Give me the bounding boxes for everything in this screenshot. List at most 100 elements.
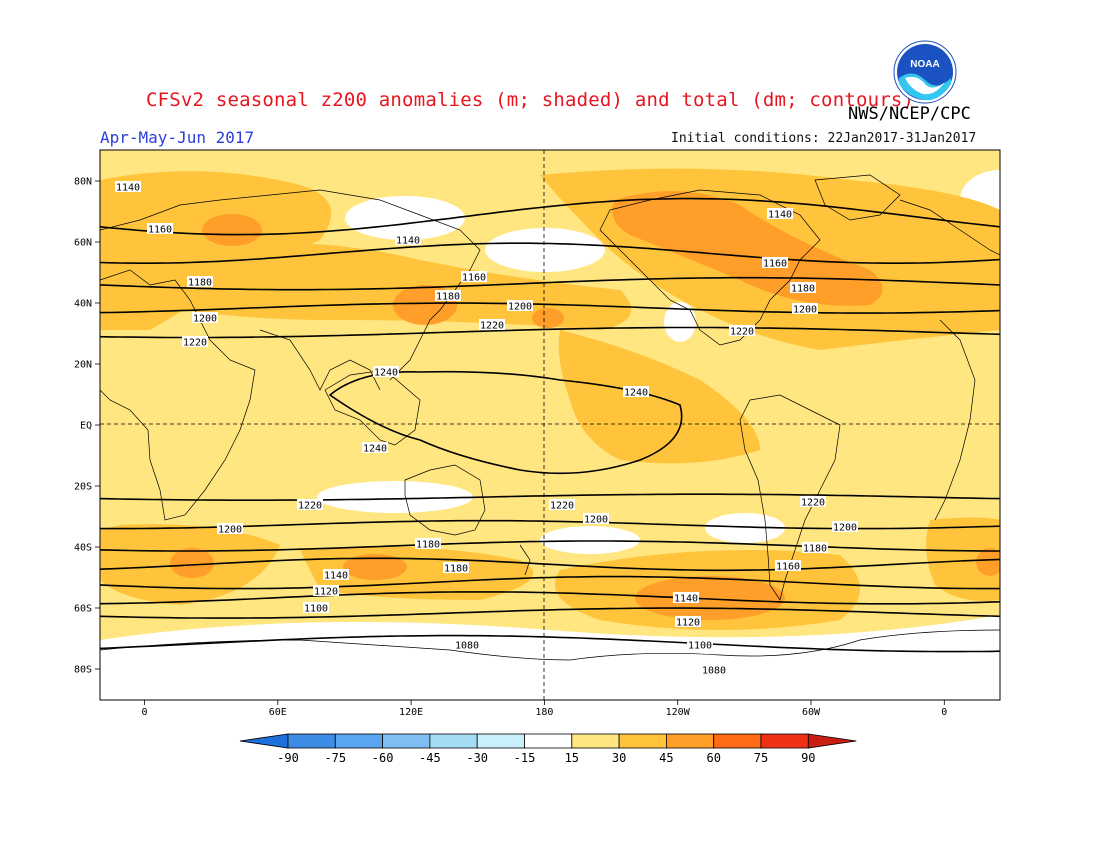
anomaly-white-region	[664, 302, 696, 342]
latitude-tick-label: 60N	[74, 238, 92, 249]
colorbar-label: -75	[324, 751, 346, 765]
contour-label: 1180	[790, 282, 816, 295]
anomaly-band-45	[170, 548, 214, 578]
contour-label: 1120	[313, 585, 339, 598]
contour-label: 1160	[461, 271, 487, 284]
longitude-tick-label: 180	[535, 707, 553, 718]
contour-label: 1140	[115, 181, 141, 194]
colorbar-label: -15	[514, 751, 536, 765]
anomaly-white-region	[345, 196, 465, 240]
contour-line	[100, 276, 1000, 291]
contour-line	[100, 197, 1000, 236]
contour-label-text: 1140	[674, 594, 698, 605]
colorbar-arrow-left	[239, 733, 289, 749]
latitude-tick-label: 40N	[74, 299, 92, 310]
anomaly-shading	[100, 150, 1000, 700]
contour-line	[100, 591, 1000, 605]
contour-label-text: 1160	[462, 273, 486, 284]
contour-label: 1160	[762, 257, 788, 270]
contour-label: 1220	[729, 325, 755, 338]
contour-label: 1220	[182, 336, 208, 349]
contour-label-text: 1180	[188, 278, 212, 289]
colorbar-label: 90	[801, 751, 815, 765]
colorbar-label: 60	[706, 751, 720, 765]
contour-label-text: 1160	[148, 225, 172, 236]
colorbar-label: -45	[419, 751, 441, 765]
contour-label: 1220	[479, 319, 505, 332]
contour-label: 1240	[623, 386, 649, 399]
contour-label-text: 1080	[455, 641, 479, 652]
contour-label: 1200	[583, 513, 609, 526]
latitude-tick-label: 80S	[74, 665, 92, 676]
anomaly-white-region	[485, 228, 605, 272]
contour-label: 1180	[435, 290, 461, 303]
contour-label: 1180	[802, 542, 828, 555]
contour-label-text: 1120	[314, 587, 338, 598]
colorbar-segment	[618, 733, 667, 749]
contour-label: 1140	[767, 208, 793, 221]
colorbar-segment	[524, 733, 573, 749]
contour-line	[100, 575, 1000, 590]
contour-line	[100, 634, 1000, 653]
longitude-tick-label: 0	[141, 707, 147, 718]
contour-label: 1240	[373, 366, 399, 379]
initial-conditions: Initial conditions: 22Jan2017-31Jan2017	[671, 131, 977, 146]
colorbar-segment	[760, 733, 809, 749]
contour-label: 1080	[701, 664, 727, 677]
colorbar-label: -90	[277, 751, 299, 765]
contour-label-text: 1140	[396, 236, 420, 247]
contour-label: 1140	[395, 234, 421, 247]
colorbar-arrow-right	[807, 733, 857, 749]
contour-label-text: 1220	[480, 321, 504, 332]
contour-label: 1200	[192, 312, 218, 325]
map-title: CFSv2 seasonal z200 anomalies (m; shaded…	[146, 89, 915, 111]
contour-label-text: 1160	[776, 562, 800, 573]
latitude-tick-label: 20N	[74, 360, 92, 371]
contour-label-text: 1240	[363, 444, 387, 455]
anomaly-band-30	[558, 330, 760, 464]
contour-label: 1220	[800, 496, 826, 509]
colorbar-label: 30	[612, 751, 626, 765]
contour-line	[100, 326, 1000, 339]
longitude-tick-label: 60E	[269, 707, 287, 718]
contour-label: 1220	[297, 499, 323, 512]
contour-label-text: 1180	[791, 284, 815, 295]
contour-line	[328, 370, 683, 475]
latitude-tick-label: 80N	[74, 177, 92, 188]
contour-label-text: 1200	[218, 525, 242, 536]
colorbar-segment	[429, 733, 478, 749]
colorbar-segment	[713, 733, 762, 749]
colorbar-segment	[382, 733, 431, 749]
longitude-tick-label: 60W	[802, 707, 821, 718]
colorbar-label: 45	[659, 751, 673, 765]
contour-line	[100, 242, 1000, 264]
contour-label: 1120	[675, 616, 701, 629]
anomaly-band-45	[343, 554, 407, 580]
anomaly-white-region	[317, 481, 473, 513]
colorbar-label: -60	[372, 751, 394, 765]
contour-label: 1160	[147, 223, 173, 236]
colorbar-segment	[571, 733, 620, 749]
contour-label: 1180	[187, 276, 213, 289]
contour-label: 1140	[323, 569, 349, 582]
contour-label: 1160	[775, 560, 801, 573]
colorbar-label: 75	[754, 751, 768, 765]
contour-label: 1180	[415, 538, 441, 551]
contour-label-text: 1200	[193, 314, 217, 325]
contour-label-text: 1140	[768, 210, 792, 221]
contour-label: 1140	[673, 592, 699, 605]
organization-label: NWS/NCEP/CPC	[848, 104, 971, 124]
contour-label: 1200	[507, 300, 533, 313]
latitude-axis: 80N 60N 40N 20N EQ 20S 40S 60S 80S	[74, 177, 100, 676]
anomaly-band-45	[612, 191, 883, 306]
anomaly-band-45	[202, 214, 262, 246]
longitude-axis: 0 60E 120E 180 120W 60W 0	[141, 700, 947, 718]
colorbar-label: -30	[466, 751, 488, 765]
contour-label-text: 1240	[374, 368, 398, 379]
colorbar-segment	[476, 733, 525, 749]
contour-label: 1200	[832, 521, 858, 534]
contour-label-text: 1140	[324, 571, 348, 582]
contour-line	[100, 557, 1000, 572]
contour-label-text: 1100	[688, 641, 712, 652]
colorbar-segment	[666, 733, 715, 749]
